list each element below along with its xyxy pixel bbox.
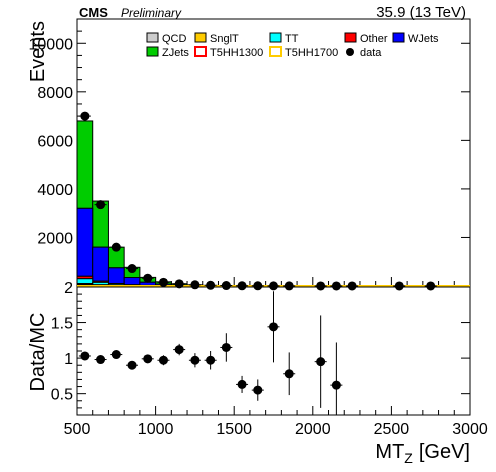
ratio-point (96, 355, 106, 365)
ratio-y-tick-label: 1.5 (51, 316, 73, 333)
bar-wjets (92, 246, 109, 282)
ratio-point (237, 379, 247, 389)
data-point (143, 273, 153, 283)
legend: QCD SnglT TT Other WJets ZJets T5HH1300 T5HH170… (146, 32, 439, 59)
legend-swatch-tt (269, 32, 282, 43)
data-point (96, 200, 106, 210)
ratio-point (284, 369, 294, 379)
bar-wjets (107, 267, 125, 285)
main-y-tick-label: 10000 (29, 36, 74, 53)
data-point (174, 279, 184, 289)
main-plot-frame (76, 18, 471, 287)
ratio-point (190, 355, 200, 365)
bar-zjets (76, 120, 94, 209)
ratio-y-axis-label: Data/MC (27, 313, 49, 392)
data-point (284, 281, 294, 291)
main-y-tick-label: 2000 (37, 230, 73, 247)
legend-swatch-t5hh1300 (194, 46, 207, 57)
data-point (269, 281, 278, 291)
legend-swatch-other (344, 32, 357, 43)
data-point (206, 280, 216, 290)
bar-wjets (76, 207, 94, 277)
data-point (127, 264, 137, 274)
ratio-point (80, 351, 90, 361)
ratio-point (111, 350, 121, 360)
legend-swatch-qcd (146, 32, 159, 43)
ratio-point (331, 380, 341, 390)
legend-swatch-t5hh1700 (269, 46, 282, 57)
x-tick-label: 500 (64, 421, 91, 438)
ratio-point (221, 342, 231, 352)
ratio-y-tick-label: 2 (64, 280, 73, 297)
legend-swatch-zjets (146, 46, 159, 57)
x-tick-label: 2000 (295, 421, 331, 438)
x-tick-label: 2500 (374, 421, 410, 438)
x-axis-label-main: MT (375, 441, 404, 463)
legend-label-wjets: WJets (408, 33, 439, 45)
bar-tt (76, 278, 94, 285)
legend-swatch-wjets (392, 32, 405, 43)
legend-label-t5hh1700: T5HH1700 (285, 47, 338, 59)
lumi-label: 35.9 (13 TeV) (376, 4, 466, 21)
y-axis-label: Events (27, 21, 49, 82)
ratio-y-tick-label: 1 (64, 351, 73, 368)
data-point (221, 281, 231, 291)
bar-wjets (123, 277, 141, 286)
ratio-point (253, 385, 263, 395)
legend-label-t5hh1300: T5HH1300 (210, 47, 263, 59)
x-axis-label: MTZ [GeV] (375, 441, 470, 466)
ratio-point (269, 322, 278, 332)
ratio-point (127, 360, 137, 370)
legend-label-snglt: SnglT (210, 33, 239, 45)
x-axis: 500 1000 1500 2000 2500 3000 (64, 406, 488, 438)
legend-label-other: Other (360, 33, 388, 45)
main-y-tick-label: 8000 (37, 85, 73, 102)
x-tick-label: 3000 (452, 421, 488, 438)
data-point (316, 281, 326, 291)
ratio-point (206, 355, 216, 365)
x-tick-label: 1000 (138, 421, 174, 438)
data-point (253, 281, 263, 291)
ratio-y-axis: 0.5 1 1.5 2 (51, 280, 470, 409)
legend-label-tt: TT (285, 33, 299, 45)
data-point (158, 277, 168, 287)
data-point (347, 281, 357, 291)
stacked-histograms (76, 120, 314, 288)
legend-label-zjets: ZJets (162, 47, 189, 59)
x-tick-label: 1500 (216, 421, 252, 438)
ratio-point (174, 345, 184, 355)
preliminary-label: Preliminary (121, 6, 182, 20)
x-axis-label-subscript: Z (404, 450, 413, 466)
data-point (80, 111, 90, 121)
data-point (111, 242, 121, 252)
legend-label-qcd: QCD (162, 33, 187, 45)
main-y-tick-label: 4000 (37, 182, 73, 199)
data-point (426, 281, 436, 291)
data-point (394, 281, 404, 291)
data-point (331, 281, 341, 291)
legend-marker-data (346, 48, 354, 56)
ratio-points (78, 291, 343, 415)
ratio-y-tick-label: 0.5 (51, 387, 73, 404)
ratio-point (316, 357, 326, 367)
data-points (78, 111, 437, 291)
legend-swatch-snglt (194, 32, 207, 43)
x-axis-label-unit: [GeV] (419, 441, 470, 463)
data-point (237, 281, 247, 291)
cms-label: CMS (79, 5, 108, 20)
data-point (190, 280, 200, 290)
ratio-point (143, 354, 153, 364)
ratio-point (158, 355, 168, 365)
legend-label-data: data (360, 47, 382, 59)
main-y-tick-label: 6000 (37, 133, 73, 150)
